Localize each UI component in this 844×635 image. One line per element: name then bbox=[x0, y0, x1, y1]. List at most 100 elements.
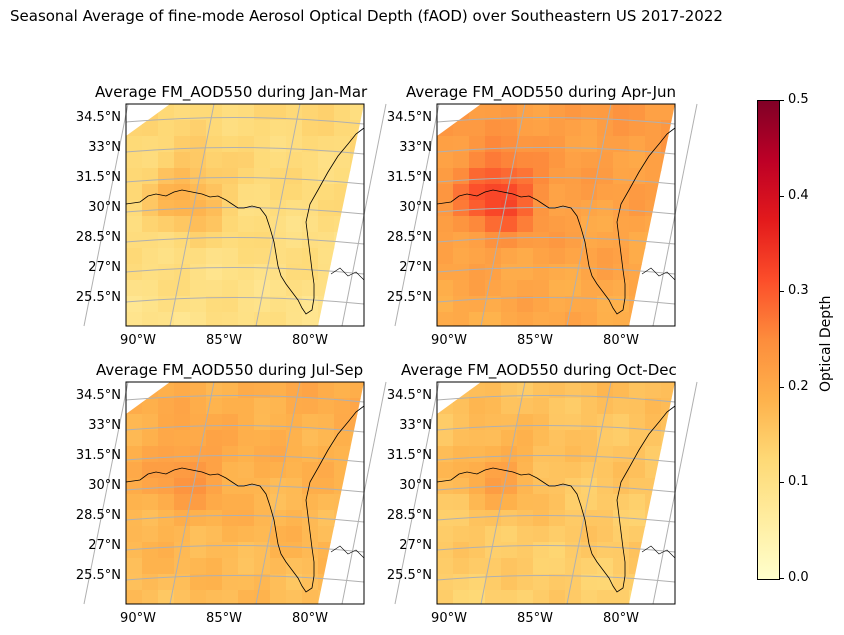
aod-cell bbox=[318, 526, 335, 543]
aod-cell bbox=[581, 398, 598, 415]
aod-cell bbox=[485, 494, 502, 511]
aod-cell bbox=[437, 478, 454, 495]
aod-cell bbox=[485, 104, 502, 121]
aod-cell bbox=[190, 590, 207, 604]
aod-cell bbox=[485, 414, 502, 431]
panel-title-oct-dec: Average FM_AOD550 during Oct-Dec bbox=[401, 361, 677, 379]
longitude-tick-label: 85°W bbox=[517, 611, 553, 626]
aod-cell bbox=[645, 430, 662, 447]
colorbar-tick-mark bbox=[779, 195, 784, 197]
longitude-gridline bbox=[83, 103, 129, 327]
aod-cell bbox=[158, 478, 175, 495]
aod-cell bbox=[158, 430, 175, 447]
aod-cell bbox=[286, 590, 303, 604]
aod-cell bbox=[485, 446, 502, 463]
aod-cell bbox=[533, 542, 550, 559]
aod-cell bbox=[206, 248, 223, 265]
map-panel-apr-jun: 34.5°N 33°N 31.5°N 30°N 28.5°N 27°N 25.5°N 90°W… bbox=[387, 103, 698, 348]
aod-cell bbox=[286, 510, 303, 527]
aod-cell bbox=[286, 232, 303, 249]
aod-cell bbox=[318, 478, 335, 495]
colorbar-label: Optical Depth bbox=[818, 295, 834, 392]
aod-cell bbox=[517, 462, 534, 479]
aod-cell bbox=[629, 398, 646, 415]
colorbar-tick-mark bbox=[779, 291, 784, 293]
colorbar-tick-mark bbox=[779, 482, 784, 484]
aod-cell bbox=[158, 152, 175, 169]
aod-cell bbox=[629, 184, 646, 201]
aod-cell bbox=[581, 296, 598, 313]
aod-cell bbox=[142, 558, 159, 575]
aod-cell bbox=[645, 414, 662, 431]
latitude-gridline bbox=[436, 454, 676, 463]
aod-cell bbox=[517, 232, 534, 249]
aod-cell bbox=[565, 296, 582, 313]
aod-cell bbox=[485, 312, 502, 326]
aod-cell bbox=[597, 248, 614, 265]
aod-cell bbox=[270, 136, 287, 153]
aod-cell bbox=[517, 414, 534, 431]
aod-cell bbox=[206, 264, 223, 281]
latitude-gridline bbox=[436, 574, 676, 583]
aod-cell bbox=[302, 280, 319, 297]
aod-cell bbox=[158, 462, 175, 479]
aod-cell bbox=[629, 152, 646, 169]
aod-cell bbox=[270, 312, 287, 326]
aod-cell bbox=[302, 382, 319, 399]
longitude-tick-label: 85°W bbox=[206, 611, 242, 626]
aod-cell bbox=[517, 382, 534, 399]
aod-cell bbox=[613, 216, 630, 233]
aod-cell bbox=[533, 232, 550, 249]
aod-cell bbox=[581, 248, 598, 265]
aod-cell bbox=[158, 264, 175, 281]
aod-cell bbox=[565, 120, 582, 137]
aod-cell bbox=[142, 216, 159, 233]
longitude-gridline bbox=[394, 103, 440, 327]
aod-cell bbox=[302, 430, 319, 447]
aod-cell bbox=[549, 296, 566, 313]
latitude-gridline bbox=[436, 424, 676, 433]
aod-cell bbox=[597, 526, 614, 543]
aod-cell bbox=[549, 478, 566, 495]
aod-cell bbox=[238, 232, 255, 249]
aod-cell bbox=[286, 382, 303, 399]
colorbar-tick-label: 0.2 bbox=[788, 378, 809, 394]
aod-cell bbox=[517, 136, 534, 153]
aod-cell bbox=[581, 312, 598, 326]
aod-cell bbox=[238, 510, 255, 527]
aod-cell bbox=[549, 120, 566, 137]
aod-cell bbox=[453, 280, 470, 297]
aod-cell bbox=[206, 430, 223, 447]
aod-cell bbox=[286, 248, 303, 265]
island-outline bbox=[641, 545, 676, 559]
aod-cell bbox=[597, 168, 614, 185]
aod-cell bbox=[190, 264, 207, 281]
aod-cell bbox=[222, 200, 239, 217]
aod-cell bbox=[222, 414, 239, 431]
aod-cell bbox=[485, 120, 502, 137]
aod-cell bbox=[453, 478, 470, 495]
aod-cell bbox=[126, 152, 143, 169]
aod-cell bbox=[533, 478, 550, 495]
aod-cell bbox=[549, 590, 566, 604]
aod-cell bbox=[174, 312, 191, 326]
aod-cell bbox=[302, 184, 319, 201]
longitude-tick-label: 80°W bbox=[292, 333, 328, 348]
aod-cell bbox=[222, 216, 239, 233]
aod-cell bbox=[334, 120, 351, 137]
aod-cell bbox=[174, 296, 191, 313]
aod-cell bbox=[485, 590, 502, 604]
aod-cell bbox=[565, 232, 582, 249]
aod-cell bbox=[517, 430, 534, 447]
aod-cell bbox=[613, 590, 630, 604]
aod-cell bbox=[318, 184, 335, 201]
latitude-tick-label: 30°N bbox=[88, 200, 121, 215]
longitude-gridline bbox=[83, 381, 129, 605]
aod-cell bbox=[206, 382, 223, 399]
aod-cell bbox=[549, 264, 566, 281]
aod-cell bbox=[629, 526, 646, 543]
aod-cell bbox=[469, 152, 486, 169]
aod-cell bbox=[318, 248, 335, 265]
aod-cell bbox=[238, 312, 255, 326]
aod-cell bbox=[613, 152, 630, 169]
